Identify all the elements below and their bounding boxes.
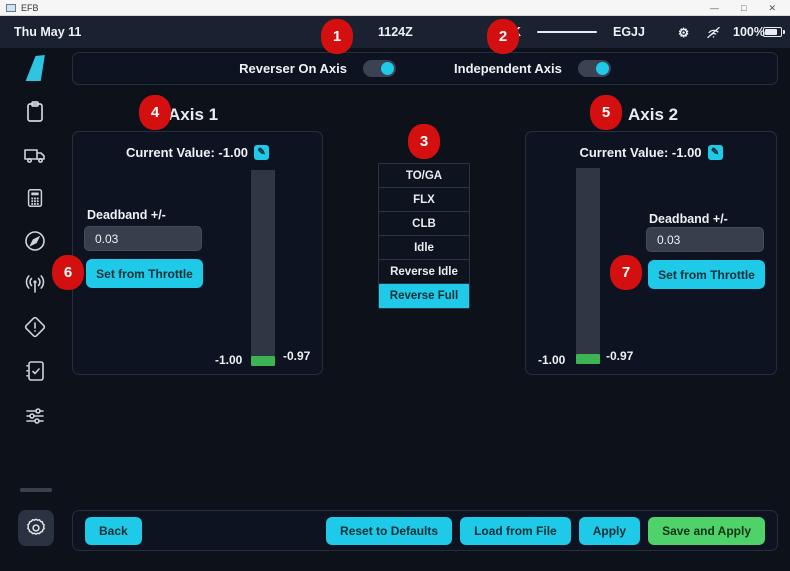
- axis1-panel: Current Value: -1.00 ✎ Deadband +/- Set …: [72, 131, 323, 375]
- sidebar-item-alerts[interactable]: [23, 315, 47, 339]
- annotation-marker-5: 5: [590, 95, 622, 130]
- axis1-deadband-label: Deadband +/-: [87, 208, 166, 222]
- annotation-marker-1: 1: [321, 19, 353, 54]
- axis1-current-value: Current Value: -1.00: [125, 145, 249, 160]
- detent-toga[interactable]: TO/GA: [379, 164, 469, 188]
- minimize-button[interactable]: —: [710, 2, 720, 13]
- footer-bar: Back Reset to Defaults Load from File Ap…: [72, 510, 778, 551]
- os-titlebar: EFB — □ ✕: [0, 0, 790, 16]
- load-from-file-button[interactable]: Load from File: [460, 516, 571, 545]
- axis1-throttle-bar[interactable]: [251, 170, 275, 366]
- sidebar-divider: [20, 488, 52, 492]
- sidebar-item-settings-active[interactable]: [18, 510, 54, 546]
- axis2-deadband-input[interactable]: [646, 227, 764, 252]
- axis2-current-value: Current Value: -1.00: [579, 145, 702, 160]
- battery-icon: [763, 27, 785, 37]
- independent-axis-toggle[interactable]: [577, 60, 611, 77]
- axis1-deadband-zone: [251, 356, 275, 366]
- axis1-bar-marker-value: -0.97: [283, 349, 311, 363]
- back-button[interactable]: Back: [85, 516, 142, 545]
- annotation-marker-7: 7: [610, 255, 642, 290]
- reverser-on-axis-label: Reverser On Axis: [239, 61, 348, 76]
- axis1-set-from-throttle-button[interactable]: Set from Throttle: [86, 259, 203, 288]
- axis1-title: Axis 1: [168, 105, 219, 124]
- detent-list: TO/GA FLX CLB Idle Reverse Idle Reverse …: [378, 163, 470, 309]
- reset-to-defaults-button[interactable]: Reset to Defaults: [326, 516, 453, 545]
- airline-logo: [22, 55, 48, 81]
- sidebar-item-ground-services[interactable]: [22, 143, 48, 167]
- status-date: Thu May 11: [14, 25, 82, 39]
- axis2-set-from-throttle-button[interactable]: Set from Throttle: [648, 260, 765, 289]
- main-content: Reverser On Axis Independent Axis Axis 1…: [70, 48, 790, 571]
- axis2-bar-marker-value: -0.97: [606, 349, 634, 363]
- detent-clb[interactable]: CLB: [379, 212, 469, 236]
- axis2-throttle-bar[interactable]: [576, 168, 600, 364]
- reverser-on-axis-toggle[interactable]: [363, 60, 397, 77]
- axis1-edit-icon[interactable]: ✎: [254, 145, 270, 160]
- status-bar: Thu May 11 1124Z K EGJJ ⚙ 100%: [0, 16, 790, 48]
- detent-flx[interactable]: FLX: [379, 188, 469, 212]
- axis1-deadband-input[interactable]: [84, 226, 202, 251]
- annotation-marker-2: 2: [487, 19, 519, 54]
- maximize-button[interactable]: □: [741, 2, 747, 13]
- app-icon: [6, 3, 16, 12]
- axis2-title: Axis 2: [628, 105, 679, 124]
- sidebar-item-compass[interactable]: [23, 229, 47, 253]
- sidebar-item-clipboard[interactable]: [23, 100, 47, 124]
- axis-options-bar: Reverser On Axis Independent Axis: [72, 52, 778, 85]
- axis2-panel: Current Value: -1.00 ✎ -1.00 -0.97 Deadb…: [525, 131, 777, 375]
- annotation-marker-6: 6: [52, 255, 84, 290]
- apply-button[interactable]: Apply: [578, 516, 641, 545]
- detent-idle[interactable]: Idle: [379, 236, 469, 260]
- axis2-deadband-zone: [576, 354, 600, 364]
- axis2-edit-icon[interactable]: ✎: [707, 145, 723, 160]
- wifi-off-icon: [705, 16, 722, 48]
- axis2-bar-min-value: -1.00: [538, 353, 566, 367]
- annotation-marker-3: 3: [408, 124, 440, 159]
- status-time: 1124Z: [378, 25, 413, 39]
- sidebar: [0, 48, 70, 571]
- window-title: EFB: [21, 2, 39, 13]
- detent-reverse-idle[interactable]: Reverse Idle: [379, 260, 469, 284]
- sidebar-item-calculator[interactable]: [24, 186, 46, 210]
- save-and-apply-button[interactable]: Save and Apply: [648, 516, 765, 545]
- battery-percentage: 100%: [733, 25, 765, 39]
- sidebar-item-radio[interactable]: [22, 272, 48, 296]
- close-button[interactable]: ✕: [768, 2, 776, 13]
- sidebar-item-checklist[interactable]: [23, 359, 47, 383]
- annotation-marker-4: 4: [139, 95, 171, 130]
- detent-reverse-full[interactable]: Reverse Full: [379, 284, 469, 308]
- sidebar-item-settings-sliders[interactable]: [22, 404, 48, 428]
- route-progress-line: [537, 31, 597, 33]
- axis2-deadband-label: Deadband +/-: [649, 212, 728, 226]
- settings-gear-icon[interactable]: ⚙: [678, 25, 690, 40]
- independent-axis-label: Independent Axis: [454, 61, 562, 76]
- route-destination: EGJJ: [613, 25, 645, 39]
- axis1-bar-min-value: -1.00: [215, 353, 243, 367]
